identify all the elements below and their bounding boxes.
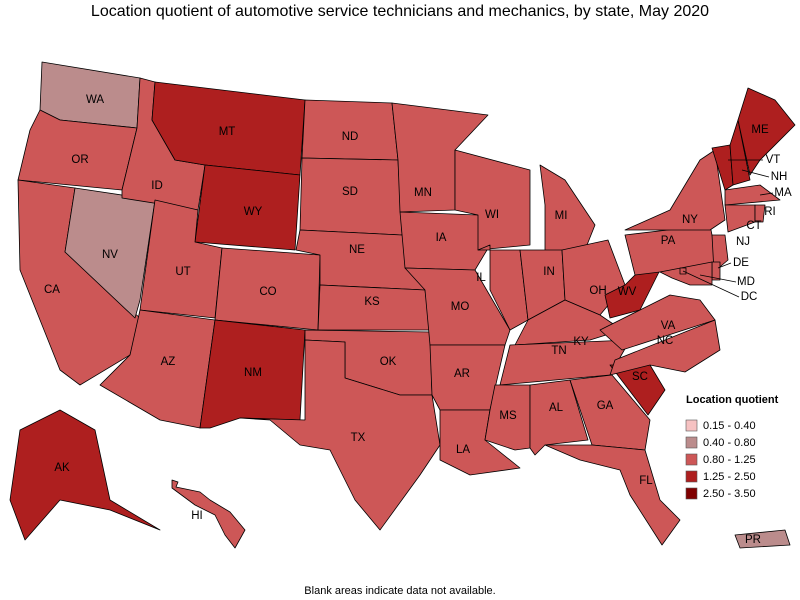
state-label: NM [244,367,262,379]
state-label: TX [351,432,366,444]
state-label: AR [454,368,470,380]
state-label: CT [746,220,761,232]
state-label: GA [597,400,614,412]
state-label: DE [733,257,749,269]
state-label: WI [485,209,499,221]
legend-swatch [685,419,698,432]
legend-swatch [685,487,698,500]
state-label: AZ [161,356,176,368]
state-label: SD [342,186,358,198]
state [301,99,399,161]
state-label: ID [151,180,163,192]
legend-label: 0.40 - 0.80 [703,437,756,449]
legend-label: 2.50 - 3.50 [703,488,756,500]
leader-line [682,270,740,298]
state [569,374,651,451]
state-label: ME [751,124,769,136]
state-label: MO [451,301,470,313]
legend-title: Location quotient [686,394,779,406]
state-label: VA [661,320,676,332]
leader-line [699,274,737,283]
state-label: ND [342,131,359,143]
state-label: UT [175,266,190,278]
state [194,164,301,251]
state [624,149,726,231]
state [737,87,796,176]
legend-swatch [685,436,698,449]
state-label: SC [632,371,648,383]
state-label: NV [102,249,118,261]
state [9,409,161,541]
state-label: OR [71,154,88,166]
state-label: MI [555,210,568,222]
state [544,444,681,546]
state-label: CA [44,284,60,296]
legend-label: 0.80 - 1.25 [703,454,756,466]
state [539,164,596,256]
state [171,479,246,549]
state-label: IL [476,272,486,284]
states [9,61,796,549]
state-label: WY [244,206,263,218]
state-label: AL [549,402,564,414]
state-label: OK [380,356,397,368]
state-label: OH [589,285,606,297]
state-label: NY [682,214,698,226]
state-label: PA [661,235,676,247]
state-label: IN [543,266,555,278]
legend-swatch [685,453,698,466]
state-label: IA [436,232,447,244]
state-label: RI [764,206,776,218]
state-labels: WA OR CA NV ID MT WY UT CO AZ NM ND SD NE KS OK TX MN IA MO… [44,94,792,546]
state-label: LA [456,444,470,456]
legend-label: 1.25 - 2.50 [703,471,756,483]
legend-swatch [685,470,698,483]
state-label: AK [54,462,70,474]
state-label: MN [414,187,432,199]
state-label: MD [737,276,755,288]
state-label: NH [771,171,788,183]
legend: Location quotient 0.15 - 0.40 0.40 - 0.80… [685,394,779,500]
state-label: PR [745,534,761,546]
state [729,119,751,186]
state-label: KS [364,296,380,308]
state [734,529,791,549]
state-label: NJ [736,236,750,248]
map-title: Location quotient of automotive service … [91,3,709,20]
state-label: MS [499,410,517,422]
leader-line [759,192,774,196]
state-label: VT [766,154,781,166]
state-label: HI [191,510,203,522]
leader-line [741,169,770,178]
state-label: DC [741,291,758,303]
state-label: NC [657,335,674,347]
state-label: MT [219,126,236,138]
state-label: FL [639,475,653,487]
footnote: Blank areas indicate data not available. [304,585,495,597]
state [724,184,781,206]
state-label: NE [349,244,365,256]
legend-label: 0.15 - 0.40 [703,420,756,432]
state-label: WA [86,94,104,106]
leader-line [717,262,732,269]
state [754,204,766,223]
state-label: WV [618,286,637,298]
state-label: TN [551,345,566,357]
state [399,211,491,271]
state-label: KY [573,336,589,348]
state-label: MA [774,187,792,199]
state-label: CO [259,286,276,298]
